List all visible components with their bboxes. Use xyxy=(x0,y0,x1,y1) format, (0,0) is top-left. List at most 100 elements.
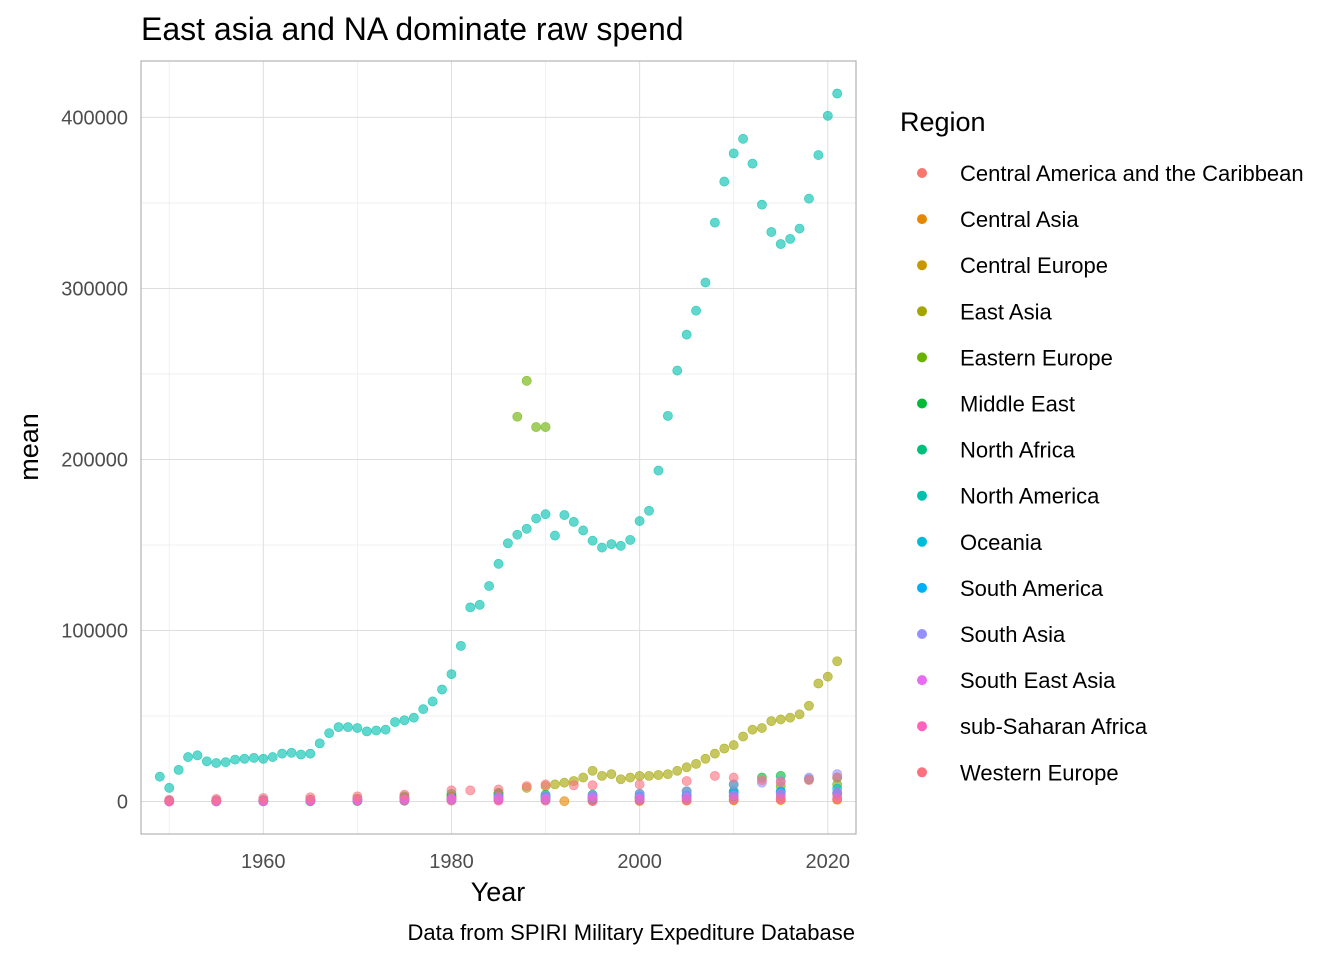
data-point xyxy=(728,148,739,159)
data-point xyxy=(794,709,805,720)
data-point xyxy=(822,110,833,121)
data-point xyxy=(804,700,814,711)
y-axis-title: mean xyxy=(14,413,44,481)
y-tick-label: 300000 xyxy=(61,278,128,300)
data-point xyxy=(681,762,692,773)
data-point xyxy=(634,779,645,790)
data-point xyxy=(418,704,429,715)
data-point xyxy=(709,748,720,759)
data-point xyxy=(352,791,363,802)
legend-key xyxy=(917,490,927,501)
legend-label: South America xyxy=(960,576,1104,601)
legend-label: Eastern Europe xyxy=(960,345,1113,370)
data-point xyxy=(305,748,316,759)
data-point xyxy=(804,193,814,204)
data-point xyxy=(757,723,767,733)
data-point xyxy=(361,726,372,737)
legend-key xyxy=(917,260,927,271)
data-point xyxy=(559,796,570,807)
series-points xyxy=(559,794,843,807)
series-points xyxy=(164,770,843,805)
data-point xyxy=(822,671,833,682)
data-point xyxy=(813,678,824,689)
data-point xyxy=(446,669,457,679)
data-point xyxy=(427,696,438,707)
data-point xyxy=(512,411,523,422)
data-point xyxy=(691,305,701,316)
data-point xyxy=(550,530,560,541)
data-point xyxy=(653,465,664,476)
data-point xyxy=(587,780,598,791)
data-point xyxy=(540,509,551,520)
data-point xyxy=(493,558,504,569)
data-point xyxy=(681,329,692,340)
legend-label: sub-Saharan Africa xyxy=(960,714,1148,739)
data-point xyxy=(568,780,579,791)
data-point xyxy=(230,754,240,765)
data-point xyxy=(785,712,796,723)
data-point xyxy=(324,728,335,738)
data-point xyxy=(521,523,532,534)
data-point xyxy=(597,770,607,781)
data-point xyxy=(540,795,551,806)
data-point xyxy=(531,422,542,432)
data-point xyxy=(474,599,485,610)
data-point xyxy=(804,775,814,786)
data-point xyxy=(794,223,805,234)
legend-key xyxy=(917,306,927,317)
legend-label: Central Europe xyxy=(960,253,1108,278)
data-point xyxy=(757,775,767,786)
data-point xyxy=(286,747,297,758)
data-point xyxy=(333,722,344,733)
data-point xyxy=(757,199,767,210)
data-point xyxy=(615,774,626,785)
data-point xyxy=(709,217,720,228)
data-point xyxy=(672,365,683,376)
data-point xyxy=(211,758,222,768)
data-point xyxy=(248,752,259,763)
legend-label: Middle East xyxy=(960,392,1075,417)
x-axis-ticks: 1960 1980 2000 2020 xyxy=(241,851,850,873)
data-point xyxy=(465,602,476,613)
data-point xyxy=(709,770,720,781)
data-point xyxy=(371,725,382,736)
data-point xyxy=(625,772,636,783)
legend-label: North America xyxy=(960,484,1100,509)
data-point xyxy=(201,756,212,767)
legend-title: Region xyxy=(900,107,986,137)
legend-key xyxy=(917,398,927,409)
data-point xyxy=(672,765,683,776)
series-points xyxy=(154,88,843,793)
data-point xyxy=(634,770,645,781)
data-point xyxy=(211,794,222,804)
data-point xyxy=(183,752,193,762)
y-axis-ticks: 0 100000 200000 300000 400000 xyxy=(61,107,128,813)
y-tick-label: 100000 xyxy=(61,620,128,642)
legend-key xyxy=(917,444,927,455)
data-point xyxy=(775,714,786,725)
data-point xyxy=(239,753,250,764)
data-point xyxy=(775,793,786,804)
data-point xyxy=(258,753,269,764)
data-point xyxy=(775,239,786,249)
legend-label: Oceania xyxy=(960,530,1043,555)
data-point xyxy=(192,750,203,761)
data-point xyxy=(578,525,589,536)
data-point xyxy=(728,794,739,804)
data-point xyxy=(747,158,758,169)
data-point xyxy=(597,542,607,553)
legend-key xyxy=(917,629,927,639)
data-point xyxy=(578,772,589,783)
legend: Central America and the Caribbean Central… xyxy=(917,161,1304,785)
data-point xyxy=(766,716,777,727)
data-point xyxy=(531,513,542,524)
data-point xyxy=(390,717,400,727)
legend-label: Western Europe xyxy=(960,760,1119,785)
data-point xyxy=(455,640,466,651)
data-point xyxy=(691,758,701,769)
data-point xyxy=(700,277,711,288)
data-point xyxy=(766,227,777,237)
data-point xyxy=(775,776,786,787)
data-point xyxy=(559,777,570,788)
chart-caption: Data from SPIRI Military Expediture Data… xyxy=(407,920,855,945)
